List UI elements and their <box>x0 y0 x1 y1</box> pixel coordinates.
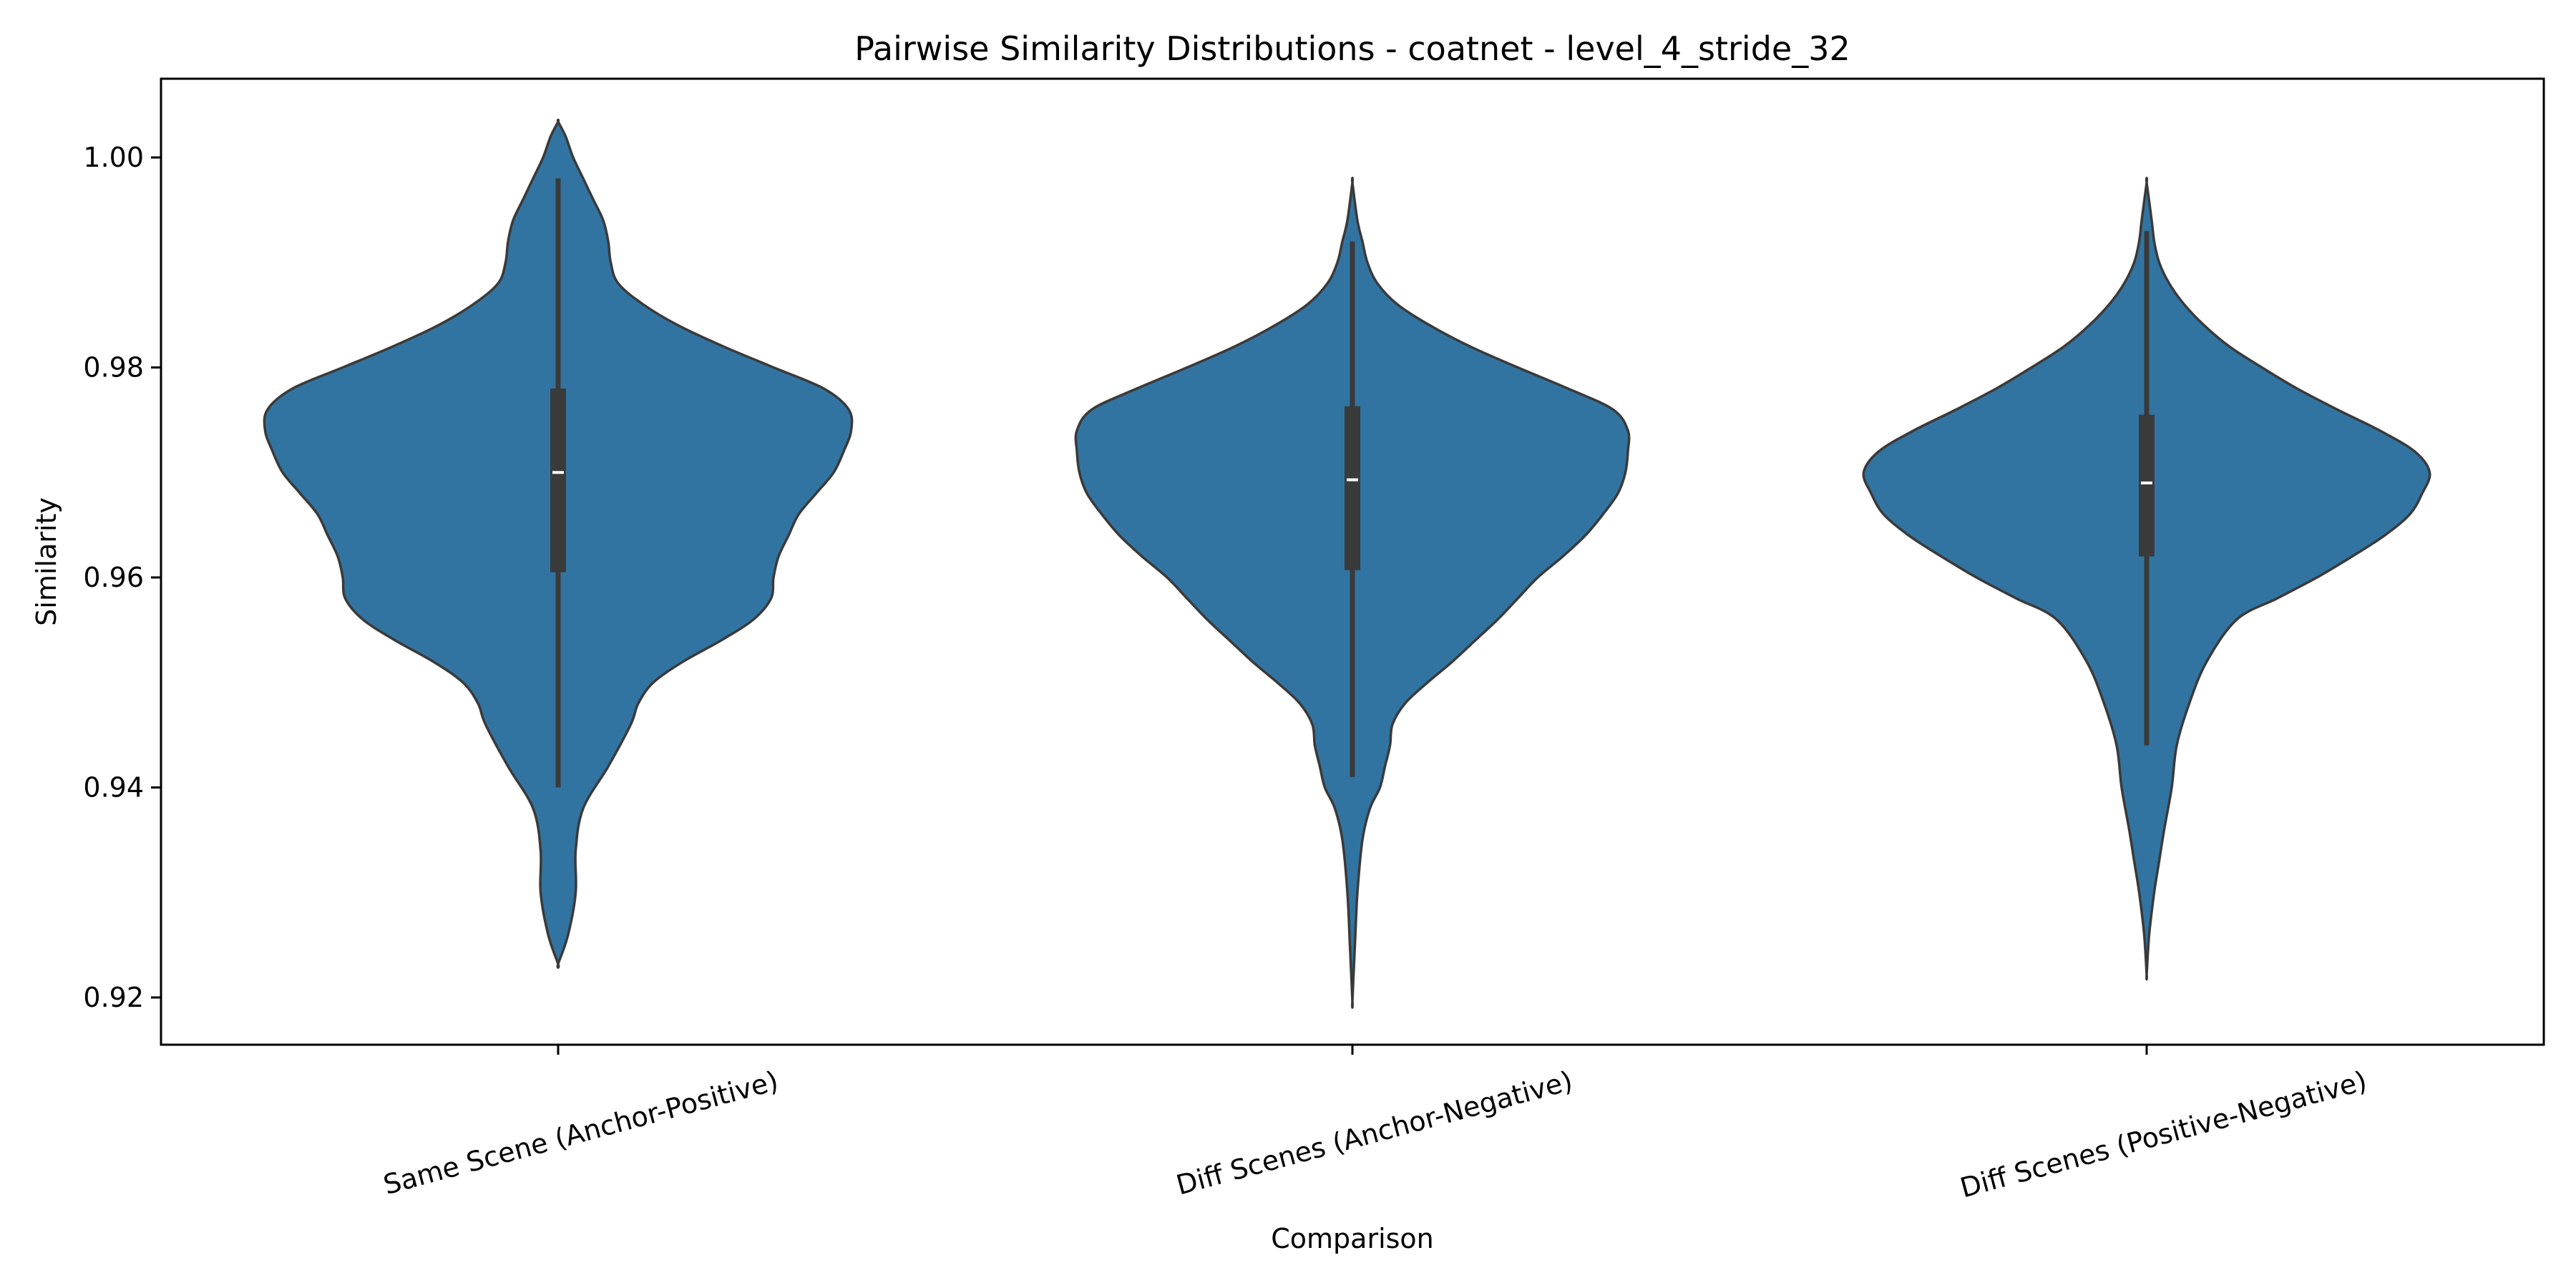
x-axis: Same Scene (Anchor-Positive) Diff Scenes … <box>380 1045 2370 1204</box>
y-tick-label: 0.96 <box>83 562 144 593</box>
y-axis-label: Similarity <box>31 497 62 626</box>
violins-group <box>263 118 2431 1009</box>
violin-iqr-box <box>550 388 566 572</box>
chart-title: Pairwise Similarity Distributions - coat… <box>854 29 1850 68</box>
y-tick-label: 1.00 <box>83 142 144 173</box>
x-tick-label: Same Scene (Anchor-Positive) <box>380 1065 781 1201</box>
x-tick-label: Diff Scenes (Anchor-Negative) <box>1173 1065 1576 1201</box>
violin-iqr-box <box>1345 406 1360 570</box>
y-tick-label: 0.92 <box>83 982 144 1013</box>
x-axis-label: Comparison <box>1271 1223 1434 1254</box>
y-tick-label: 0.94 <box>83 771 144 803</box>
violin-iqr-box <box>2139 414 2155 557</box>
y-tick-label: 0.98 <box>83 352 144 384</box>
y-axis: 0.92 0.94 0.96 0.98 1.00 <box>83 142 161 1013</box>
x-tick-label: Diff Scenes (Positive-Negative) <box>1957 1065 2371 1204</box>
